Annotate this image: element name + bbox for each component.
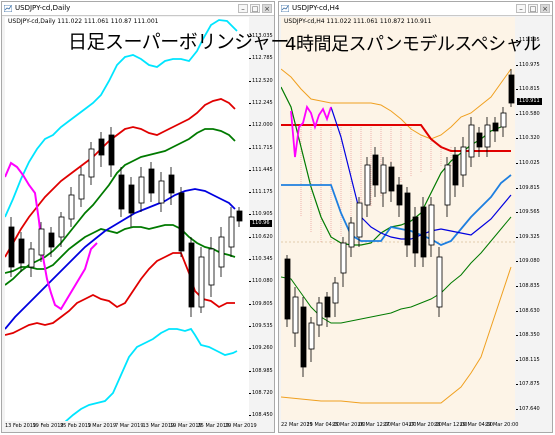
current-price-label: 110.911 bbox=[517, 98, 542, 105]
price-tick-label: 108.115 bbox=[516, 356, 540, 363]
h4-symbol-line: USDJPY-cd,H4 111.022 111.061 110.872 110… bbox=[284, 18, 432, 25]
price-tick-label: 110.580 bbox=[516, 110, 540, 117]
span-red-line bbox=[281, 124, 511, 152]
price-tick-label: 107.640 bbox=[516, 406, 540, 412]
lower-green-band bbox=[281, 216, 512, 324]
price-tick-label: 109.805 bbox=[249, 300, 273, 307]
price-tick-label: 108.630 bbox=[516, 307, 540, 314]
upper-band-2 bbox=[5, 98, 236, 258]
h4-chart-svg bbox=[281, 68, 515, 404]
middle-band bbox=[5, 188, 236, 330]
minimize-button[interactable]: – bbox=[238, 4, 248, 13]
lower-outer-band bbox=[64, 327, 238, 421]
current-price-label: 110.96 bbox=[250, 220, 272, 227]
price-tick-label: 110.025 bbox=[516, 160, 540, 166]
time-tick-label: 25 Mar 2019 bbox=[197, 423, 230, 429]
time-tick-label: 13 Feb 2019 bbox=[5, 423, 37, 429]
price-tick-label: 110.905 bbox=[249, 211, 273, 218]
price-tick-label: 110.080 bbox=[249, 278, 273, 285]
price-tick-label: 112.245 bbox=[249, 99, 273, 106]
h4-overlay-title: 4時間足スパンモデルスペシャル bbox=[285, 34, 541, 55]
price-tick-label: 110.975 bbox=[516, 61, 540, 68]
time-tick-label: 19 Feb 2019 bbox=[32, 423, 64, 429]
price-tick-label: 112.000 bbox=[249, 122, 273, 129]
price-tick-label: 110.620 bbox=[249, 233, 273, 240]
h4-price-chart[interactable]: USDJPY-cd,H4 111.022 111.061 110.872 110… bbox=[281, 17, 515, 420]
time-tick-label: 28 Mar 12:00 bbox=[434, 422, 468, 428]
price-tick-label: 111.195 bbox=[516, 37, 540, 43]
chart-window-icon bbox=[281, 5, 289, 12]
daily-chart-svg bbox=[5, 19, 243, 421]
time-tick-label: 25 Mar 04:00 bbox=[306, 422, 340, 428]
price-tick-label: 109.080 bbox=[516, 258, 540, 265]
price-tick-label: 113.035 bbox=[249, 33, 273, 39]
lower-band-1 bbox=[5, 224, 236, 274]
price-tick-label: 111.175 bbox=[249, 189, 273, 196]
minimize-button[interactable]: – bbox=[516, 4, 526, 13]
time-tick-label: 29 Mar 2019 bbox=[225, 423, 257, 429]
time-tick-label: 27 Mar 04:00 bbox=[383, 422, 417, 428]
time-tick-label: 25 Mar 20:00 bbox=[332, 422, 366, 428]
chart-window-icon bbox=[4, 5, 12, 12]
chikou-span bbox=[5, 161, 98, 311]
price-tick-label: 110.320 bbox=[516, 135, 540, 142]
price-tick-label: 109.565 bbox=[516, 209, 540, 216]
time-tick-label: 1 Mar 2019 bbox=[87, 423, 117, 429]
price-tick-label: 108.350 bbox=[516, 332, 540, 339]
h4-candles bbox=[284, 69, 515, 377]
time-tick-label: 29 Mar 20:00 bbox=[485, 422, 519, 428]
h4-price-axis[interactable]: 111.195 110.975 110.815 110.580 110.320 110.0… bbox=[516, 17, 553, 420]
price-tick-label: 111.715 bbox=[249, 144, 273, 151]
lower-orange-band bbox=[281, 266, 512, 404]
price-tick-label: 108.835 bbox=[516, 283, 540, 289]
span-blue-line bbox=[281, 174, 512, 247]
daily-price-chart[interactable]: USDJPY-cd,Daily 111.022 111.061 110.87 1… bbox=[5, 17, 249, 421]
h4-chart-window[interactable]: USDJPY-cd,H4 – □ × bbox=[278, 1, 553, 433]
close-button[interactable]: × bbox=[262, 4, 272, 13]
close-button[interactable]: × bbox=[540, 4, 550, 13]
time-tick-label: 22 Mar 2019 bbox=[281, 422, 313, 428]
daily-window-title: USDJPY-cd,Daily bbox=[15, 4, 71, 12]
price-tick-label: 109.325 bbox=[516, 233, 540, 240]
chikou-span bbox=[290, 104, 332, 158]
price-tick-label: 112.520 bbox=[249, 77, 273, 84]
daily-time-axis[interactable]: 13 Feb 2019 19 Feb 2019 25 Feb 2019 1 Mar 2… bbox=[5, 421, 257, 433]
time-tick-label: 26 Mar 12:00 bbox=[357, 422, 391, 428]
price-tick-label: 111.445 bbox=[249, 166, 273, 173]
time-tick-label: 13 Mar 2019 bbox=[142, 423, 175, 429]
price-tick-label: 112.785 bbox=[249, 55, 273, 62]
price-tick-label: 108.720 bbox=[249, 389, 273, 396]
price-tick-label: 110.815 bbox=[516, 86, 540, 93]
price-tick-label: 109.535 bbox=[249, 322, 273, 329]
price-tick-label: 110.345 bbox=[249, 256, 273, 262]
time-tick-label: 19 Mar 2019 bbox=[170, 423, 202, 429]
time-tick-label: 27 Mar 20:00 bbox=[408, 422, 442, 428]
price-tick-label: 109.260 bbox=[249, 345, 273, 352]
price-tick-label: 109.815 bbox=[516, 184, 540, 191]
lower-band-2 bbox=[5, 252, 235, 336]
time-tick-label: 7 Mar 2019 bbox=[115, 423, 144, 429]
daily-chart-window[interactable]: USDJPY-cd,Daily – □ × bbox=[1, 1, 275, 433]
time-tick-label: 29 Mar 04:00 bbox=[459, 422, 493, 428]
daily-symbol-line: USDJPY-cd,Daily 111.022 111.061 110.87 1… bbox=[8, 18, 159, 25]
price-tick-label: 108.450 bbox=[249, 412, 273, 419]
maximize-button[interactable]: □ bbox=[250, 4, 260, 13]
upper-outer-band bbox=[5, 19, 238, 218]
daily-price-axis[interactable]: 113.035 112.785 112.520 112.245 112.000 111.7… bbox=[249, 17, 276, 421]
upper-orange-band bbox=[281, 68, 512, 140]
h4-time-axis[interactable]: 22 Mar 2019 25 Mar 04:00 25 Mar 20:00 26 Ma… bbox=[281, 420, 519, 432]
price-tick-label: 107.875 bbox=[516, 381, 540, 388]
h4-window-title: USDJPY-cd,H4 bbox=[292, 4, 340, 12]
daily-chart-titlebar[interactable]: USDJPY-cd,Daily – □ × bbox=[2, 2, 274, 16]
daily-candles bbox=[8, 127, 243, 317]
price-tick-label: 108.985 bbox=[249, 367, 273, 374]
h4-chart-titlebar[interactable]: USDJPY-cd,H4 – □ × bbox=[279, 2, 552, 16]
daily-overlay-title: 日足スーパーボリンジャー bbox=[68, 31, 289, 53]
maximize-button[interactable]: □ bbox=[528, 4, 538, 13]
time-tick-label: 25 Feb 2019 bbox=[60, 423, 92, 429]
